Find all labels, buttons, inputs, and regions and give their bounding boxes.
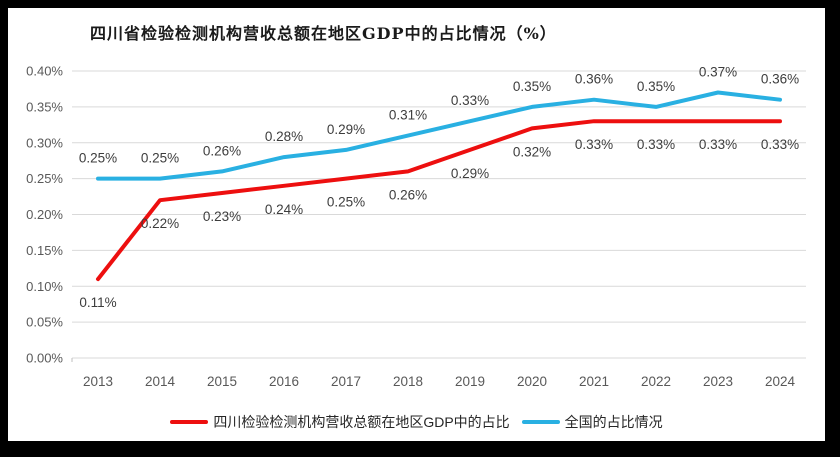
data-label: 0.36% — [575, 72, 613, 87]
x-tick-label: 2016 — [269, 374, 299, 389]
data-label: 0.29% — [327, 122, 365, 137]
data-label: 0.29% — [451, 166, 489, 181]
x-tick-label: 2015 — [207, 374, 237, 389]
x-tick-label: 2018 — [393, 374, 423, 389]
y-tick-label: 0.05% — [26, 315, 63, 330]
x-tick-label: 2022 — [641, 374, 671, 389]
data-label: 0.35% — [637, 79, 675, 94]
line-chart: 0.40% 0.35% 0.30% 0.25% 0.20% 0.15% 0.10% 0.05%… — [26, 64, 806, 389]
data-label: 0.22% — [141, 216, 179, 231]
x-tick-label: 2020 — [517, 374, 547, 389]
data-label: 0.24% — [265, 202, 303, 217]
data-label: 0.33% — [637, 137, 675, 152]
x-tick-label: 2013 — [83, 374, 113, 389]
data-label: 0.23% — [203, 209, 241, 224]
legend-label-national: 全国的占比情况 — [564, 414, 663, 430]
data-label: 0.32% — [513, 144, 551, 159]
data-label: 0.35% — [513, 79, 551, 94]
data-label: 0.33% — [761, 137, 799, 152]
x-tick-label: 2023 — [703, 374, 733, 389]
data-label: 0.28% — [265, 129, 303, 144]
data-label: 0.33% — [699, 137, 737, 152]
y-tick-label: 0.20% — [26, 207, 63, 222]
y-tick-label: 0.10% — [26, 279, 63, 294]
data-label: 0.33% — [575, 137, 613, 152]
data-label: 0.11% — [79, 295, 116, 310]
y-tick-label: 0.30% — [26, 135, 63, 150]
series-line-0 — [96, 119, 782, 282]
blue-line-swatch — [521, 420, 560, 424]
chart-title: 四川省检验检测机构营收总额在地区GDP中的占比情况（%） — [90, 24, 557, 43]
y-tick-label: 0.35% — [26, 99, 63, 114]
x-tick-label: 2014 — [145, 374, 176, 389]
x-tick-label: 2019 — [455, 374, 485, 389]
x-tick-label: 2017 — [331, 374, 361, 389]
data-label: 0.31% — [389, 108, 427, 123]
data-label: 0.33% — [451, 93, 489, 108]
series-line-1 — [96, 90, 782, 181]
data-label: 0.26% — [203, 143, 241, 158]
data-label: 0.37% — [699, 65, 737, 80]
chart-legend: 四川检验检测机构营收总额在地区GDP中的占比 全国的占比情况 — [8, 412, 825, 432]
chart-area: 四川省检验检测机构营收总额在地区GDP中的占比情况（%） 0.40% 0.35% 0… — [8, 8, 825, 441]
x-tick-label: 2024 — [765, 374, 796, 389]
legend-item-national: 全国的占比情况 — [521, 412, 663, 432]
data-label: 0.36% — [761, 72, 799, 87]
y-tick-label: 0.00% — [26, 351, 63, 366]
legend-label-sichuan: 四川检验检测机构营收总额在地区GDP中的占比 — [213, 414, 510, 430]
red-line-swatch — [170, 420, 209, 424]
data-label: 0.25% — [79, 151, 117, 166]
data-label: 0.25% — [327, 195, 365, 210]
y-tick-label: 0.15% — [26, 243, 63, 258]
legend-item-sichuan: 四川检验检测机构营收总额在地区GDP中的占比 — [170, 412, 510, 432]
data-label: 0.25% — [141, 151, 179, 166]
x-tick-label: 2021 — [579, 374, 609, 389]
y-tick-label: 0.25% — [26, 171, 63, 186]
y-tick-label: 0.40% — [26, 64, 63, 79]
data-label: 0.26% — [389, 187, 427, 202]
